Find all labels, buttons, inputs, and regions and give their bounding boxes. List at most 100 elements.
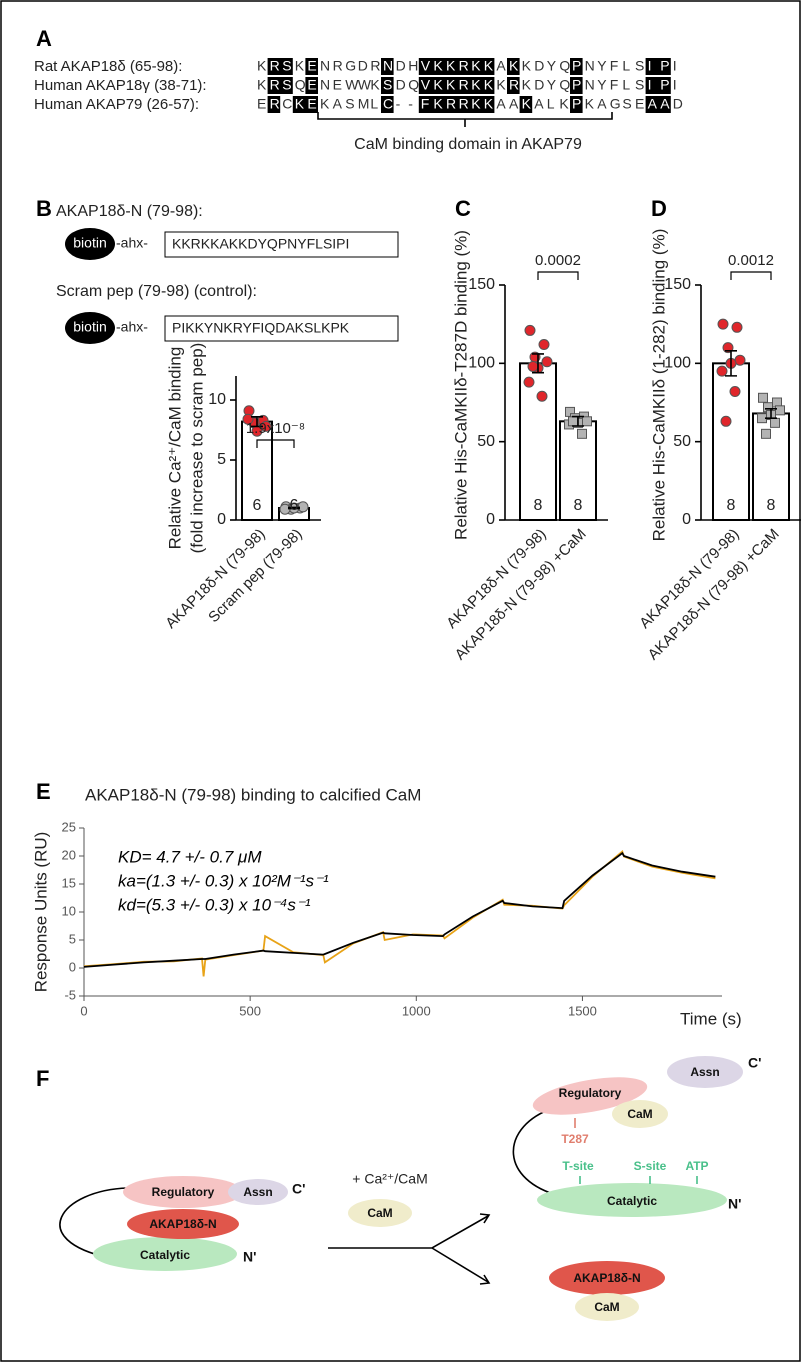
domain-text: CaM	[627, 1107, 652, 1121]
y-axis-label: Relative His-CaMKIIδ (1-282) binding (%)	[649, 229, 668, 542]
residues: NRGDR	[320, 58, 381, 74]
error-bar	[251, 416, 263, 428]
residues: KDYQ	[522, 58, 571, 74]
residues: P	[572, 77, 581, 93]
residues: R	[509, 77, 519, 93]
y-tick-label: 15	[62, 875, 76, 890]
y-tick-label: 0	[217, 511, 226, 528]
error-bar	[532, 353, 544, 374]
data-point	[761, 428, 771, 439]
residues: NYFLS	[585, 58, 645, 74]
y-tick-label: 5	[69, 931, 76, 946]
data-point	[775, 405, 785, 416]
residue-highlight	[418, 77, 495, 94]
sequence-box	[164, 315, 399, 342]
residues: C	[383, 96, 393, 112]
x-tick-label: 0	[80, 1003, 87, 1018]
data-point	[538, 339, 550, 351]
y-tick-label: -5	[64, 987, 76, 1002]
residue-highlight	[645, 58, 671, 75]
data-point	[577, 428, 587, 439]
sequence-box	[164, 231, 399, 258]
residue-highlight	[570, 77, 583, 94]
data-point	[536, 390, 548, 402]
site-label: S-site	[634, 1159, 667, 1173]
y-tick-label: 0	[69, 959, 76, 974]
x-tick-label: 1000	[402, 1003, 431, 1018]
error-bar	[765, 407, 777, 419]
data-point	[717, 318, 729, 330]
site-label: T-site	[562, 1159, 594, 1173]
residue-highlight	[267, 58, 293, 75]
cam	[612, 1100, 668, 1128]
data-point	[729, 386, 741, 398]
domain-text: Catalytic	[607, 1194, 657, 1208]
residues: K	[257, 77, 267, 93]
domain-bracket	[317, 112, 613, 127]
residue-highlight	[570, 96, 583, 113]
data-point	[716, 365, 728, 377]
residues: K	[509, 58, 519, 74]
terminus: N'	[728, 1196, 741, 1212]
residues: DQ	[396, 77, 420, 93]
residues: A	[496, 58, 506, 74]
site-ticks	[579, 1176, 698, 1184]
p-value: 0.0002	[535, 252, 581, 269]
panel-label: F	[36, 1066, 49, 1091]
error-bar	[572, 415, 584, 427]
significance-bracket	[256, 439, 295, 448]
residues: I	[673, 58, 677, 74]
significance-bracket	[730, 271, 772, 280]
y-tick-label: 5	[217, 451, 226, 468]
domain-text: Regulatory	[559, 1086, 622, 1100]
residue-highlight	[292, 96, 318, 113]
residues: KAGSE	[585, 96, 645, 112]
assn-domain	[667, 1056, 743, 1088]
data-point	[523, 376, 535, 388]
residues: NEWWK	[320, 77, 380, 93]
panel-label: B	[36, 196, 52, 221]
residue-highlight	[519, 96, 533, 113]
domain-text: CaM	[367, 1206, 392, 1220]
residues: E	[307, 58, 316, 74]
site-label: ATP	[685, 1159, 708, 1173]
residue-highlight	[507, 77, 520, 94]
y-tick-label: 10	[62, 903, 76, 918]
assn-domain	[228, 1179, 288, 1205]
arrow	[328, 1213, 491, 1285]
terminus: C'	[292, 1181, 305, 1197]
peptide-name: AKAP18δ-N (79-98):	[56, 203, 203, 220]
error-bar	[288, 506, 300, 510]
n-label: 8	[767, 497, 776, 514]
domain-text: Catalytic	[140, 1248, 190, 1262]
n-label: 6	[253, 497, 262, 514]
y-tick-label: 150	[468, 276, 495, 293]
biotin-tag	[65, 312, 115, 344]
domain-text: CaM	[594, 1300, 619, 1314]
catalytic-domain	[93, 1237, 237, 1271]
residues: KDYQ	[522, 77, 571, 93]
panel-label: C	[455, 196, 471, 221]
panel-label: D	[651, 196, 667, 221]
y-axis-label: Response Units (RU)	[31, 832, 50, 993]
residue-highlight	[570, 58, 583, 75]
residues: R	[270, 96, 280, 112]
residues: P	[572, 96, 581, 112]
domain-text: Regulatory	[152, 1185, 215, 1199]
residue-highlight	[645, 96, 671, 113]
domain-label: CaM binding domain in AKAP79	[354, 136, 582, 153]
data-point	[524, 324, 536, 336]
akap-peptide	[549, 1261, 665, 1295]
terminus: C'	[748, 1055, 761, 1071]
y-tick-label: 0	[682, 511, 691, 528]
regulatory-domain	[123, 1176, 243, 1208]
residue-highlight	[507, 58, 520, 75]
peptide-name: Scram pep (79-98) (control):	[56, 283, 257, 300]
y-tick-label: 25	[62, 819, 76, 834]
residues: P	[572, 58, 581, 74]
y-tick-label: 150	[664, 276, 691, 293]
peptide-sequence: PIKKYNKRYFIQDAKSLKPK	[172, 320, 350, 336]
kinetics-annotation: KD= 4.7 +/- 0.7 μM	[118, 847, 262, 866]
chart-title: AKAP18δ-N (79-98) binding to calcified C…	[85, 785, 421, 804]
n-label: 8	[534, 497, 543, 514]
